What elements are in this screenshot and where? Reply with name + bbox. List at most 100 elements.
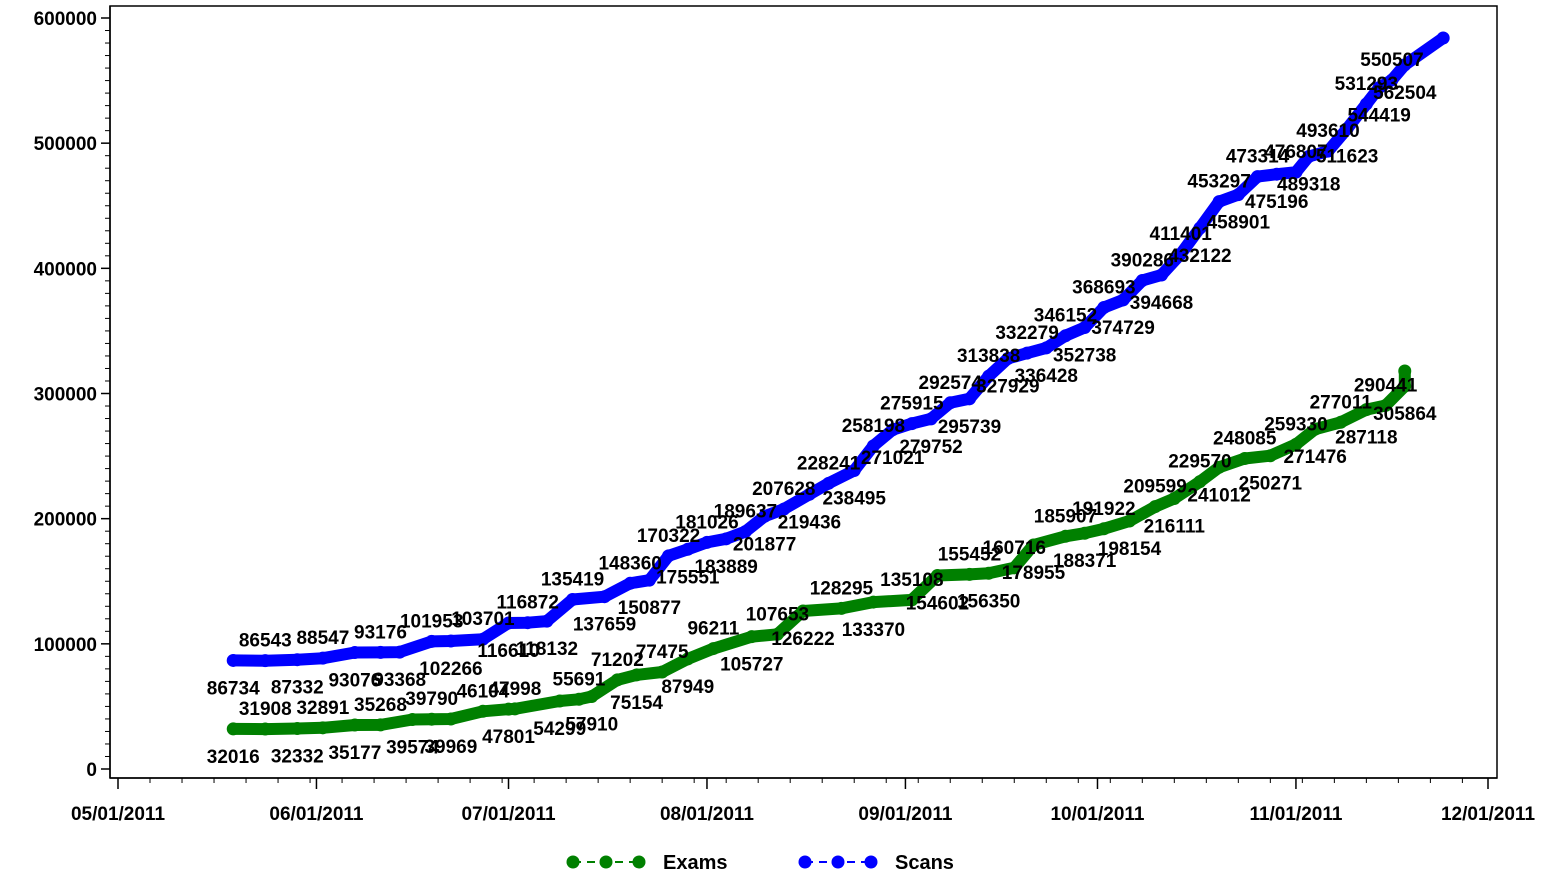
legend-marker-exams — [599, 855, 613, 869]
scans-point — [348, 645, 362, 659]
scans-point — [905, 417, 919, 431]
exams-data-label: 54299 — [533, 719, 586, 740]
scans-point — [642, 573, 656, 587]
exams-data-label: 155452 — [938, 544, 1001, 565]
scans-point — [1398, 58, 1412, 72]
scans-data-label: 219436 — [778, 512, 841, 533]
exams-data-label: 96211 — [687, 619, 739, 640]
scans-data-label: 258198 — [842, 416, 905, 437]
scans-data-label: 562504 — [1373, 83, 1437, 104]
scans-data-label: 279752 — [899, 437, 962, 458]
series-layer — [226, 31, 1450, 736]
scans-point — [1212, 195, 1226, 209]
y-tick-label: 0 — [86, 760, 97, 781]
exams-point — [1167, 492, 1181, 506]
exams-point — [226, 722, 240, 736]
scans-point — [1193, 221, 1207, 235]
exams-data-label: 77475 — [636, 642, 689, 663]
exams-data-label: 248085 — [1213, 428, 1277, 449]
x-tick-label: 06/01/2011 — [269, 804, 363, 825]
scans-point — [962, 392, 976, 406]
scans-point — [886, 423, 900, 437]
x-axis: 05/01/2011 06/01/2011 07/01/2011 08/01/2011… — [71, 777, 1535, 825]
scans-point — [1359, 97, 1373, 111]
exams-point — [1097, 522, 1111, 536]
exams-point — [1122, 514, 1136, 528]
scans-point — [1385, 73, 1399, 87]
exams-point — [796, 604, 810, 618]
scans-point — [1020, 346, 1034, 360]
scans-point — [758, 509, 772, 523]
scans-data-label: 295739 — [938, 417, 1001, 438]
scans-data-label: 531293 — [1335, 74, 1398, 95]
scans-point — [1116, 293, 1130, 307]
exams-point — [1308, 422, 1322, 436]
y-axis: 0 100000 200000 300000 400000 500000 600000 — [34, 6, 111, 781]
exams-point — [866, 595, 880, 609]
scans-data-label: 88547 — [296, 628, 349, 649]
exams-data-label: 32332 — [271, 747, 324, 768]
scans-data-label: 327929 — [976, 377, 1039, 398]
exams-data-label: 135108 — [880, 570, 943, 591]
exams-data-label: 259330 — [1264, 414, 1327, 435]
scans-point — [1039, 341, 1053, 355]
legend-marker-scans — [831, 855, 845, 869]
scans-point — [1302, 150, 1316, 164]
scans-data-label: 189637 — [714, 502, 777, 523]
scans-point — [540, 614, 554, 628]
exams-data-label: 126222 — [771, 629, 834, 650]
scans-data-label: 493610 — [1296, 121, 1359, 142]
exams-point — [1398, 379, 1412, 393]
scans-data-label: 511623 — [1316, 147, 1378, 168]
scans-point — [1321, 144, 1335, 158]
exams-point — [834, 601, 848, 615]
exams-data-label: 39790 — [405, 689, 458, 710]
exams-data-label: 39969 — [424, 737, 477, 758]
exams-point — [930, 568, 944, 582]
scans-point — [521, 616, 535, 630]
scans-data-label: 394668 — [1130, 293, 1193, 314]
x-tick-label: 08/01/2011 — [660, 804, 754, 825]
exams-point — [476, 704, 490, 718]
scans-point — [924, 412, 938, 426]
scans-point — [566, 593, 580, 607]
exams-data-label: 71202 — [591, 650, 644, 671]
scans-point — [373, 645, 387, 659]
scans-point — [802, 487, 816, 501]
scans-data-label: 458901 — [1207, 213, 1271, 234]
scans-data-label: 228241 — [797, 453, 861, 474]
exams-data-label: 156350 — [957, 591, 1020, 612]
scans-data-label: 93076 — [328, 670, 381, 691]
scans-point — [425, 634, 439, 648]
y-tick-label: 200000 — [34, 510, 97, 531]
scans-point — [476, 632, 490, 646]
exams-point — [444, 712, 458, 726]
scans-point — [1231, 188, 1245, 202]
exams-data-label: 305864 — [1373, 404, 1437, 425]
exams-point — [1334, 415, 1348, 429]
exams-data-label: 185907 — [1034, 506, 1097, 527]
scans-data-label: 313838 — [957, 346, 1020, 367]
x-tick-label: 11/01/2011 — [1249, 804, 1342, 825]
exams-point — [553, 694, 567, 708]
scans-point — [1174, 247, 1188, 261]
scans-data-label: 271021 — [861, 448, 925, 469]
exams-point — [770, 627, 784, 641]
scans-data-label: 148360 — [598, 553, 661, 574]
exams-data-label: 191922 — [1072, 499, 1135, 520]
exams-data-label: 277011 — [1310, 392, 1373, 413]
scans-data-label: 473314 — [1226, 147, 1290, 168]
exams-data-label: 209599 — [1123, 477, 1186, 498]
exams-point — [982, 566, 996, 580]
exams-point — [962, 567, 976, 581]
scans-data-label: 101953 — [400, 611, 463, 632]
data-labels: 32016 31908 32332 32891 35177 35268 39574 39790… — [207, 50, 1437, 768]
scans-data-label: 476807 — [1264, 142, 1327, 163]
legend-marker-scans — [798, 855, 812, 869]
exams-data-label: 47998 — [488, 679, 541, 700]
exams-point — [572, 692, 586, 706]
x-tick-label: 12/01/2011 — [1441, 804, 1535, 825]
y-tick-label: 400000 — [34, 259, 97, 280]
exams-point — [405, 712, 419, 726]
scans-data-label: 489318 — [1277, 175, 1340, 196]
